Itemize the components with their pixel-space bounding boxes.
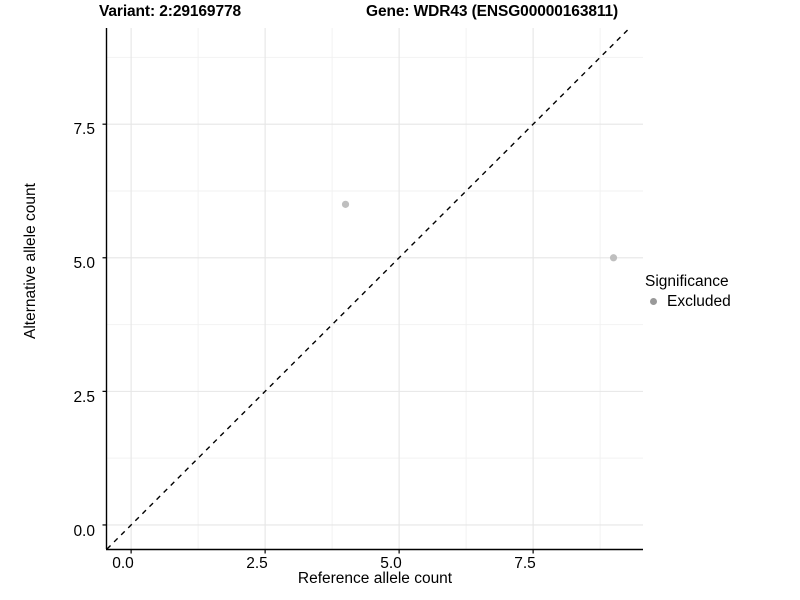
- y-axis-title: Alternative allele count: [22, 183, 39, 339]
- y-tick-label-3: 7.5: [73, 121, 95, 138]
- legend-item-excluded[interactable]: Excluded: [645, 292, 800, 311]
- gene-title: Gene: WDR43 (ENSG00000163811): [366, 3, 619, 20]
- variant-title: Variant: 2:29169778: [99, 3, 242, 20]
- plot-panel: [107, 28, 643, 549]
- chart-title-row: Variant: 2:29169778 Gene: WDR43 (ENSG000…: [0, 3, 800, 25]
- plot-svg: [107, 28, 643, 549]
- legend-marker-icon: [645, 294, 661, 310]
- legend-item-label: Excluded: [667, 293, 731, 310]
- legend-title: Significance: [645, 273, 729, 290]
- identity-reference-line: [107, 28, 631, 549]
- legend: Significance Excluded: [645, 272, 800, 311]
- major-gridlines: [107, 28, 643, 549]
- y-tick-label-0: 0.0: [73, 523, 95, 540]
- x-tick-label-0: 0.0: [112, 555, 134, 572]
- x-axis-title: Reference allele count: [297, 570, 453, 587]
- data-points: [341, 200, 618, 262]
- minor-gridlines: [107, 28, 643, 549]
- x-tick-label-3: 7.5: [514, 555, 536, 572]
- x-tick-label-1: 2.5: [246, 555, 268, 572]
- y-tick-label-2: 5.0: [73, 255, 95, 272]
- y-tick-label-1: 2.5: [73, 389, 95, 406]
- x-tick-label-2: 5.0: [380, 555, 402, 572]
